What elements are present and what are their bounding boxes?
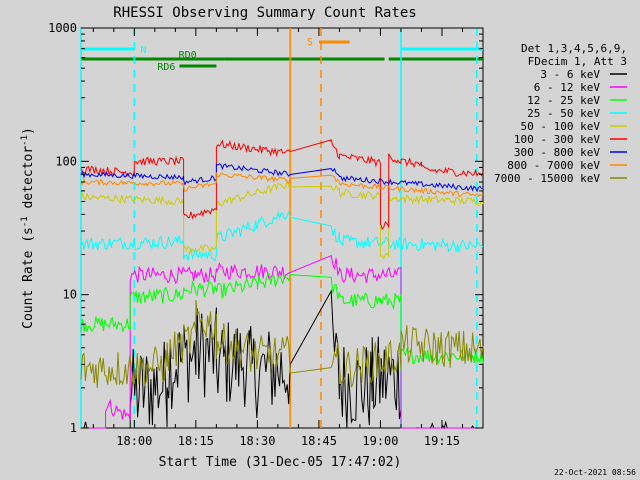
- flag-label-s: S: [307, 37, 313, 48]
- x-tick-label: 19:00: [362, 434, 398, 448]
- y-axis-label-end: ): [21, 127, 36, 135]
- series-800-7000-kev: [80, 172, 484, 198]
- legend: Det 1,3,4,5,6,9,FDecim 1, Att 33 - 6 keV…: [494, 42, 627, 185]
- y-tick-label: 1000: [48, 21, 77, 35]
- y-tick-label: 1: [70, 421, 77, 435]
- legend-header-line: FDecim 1, Att 3: [528, 55, 627, 68]
- x-tick-label: 18:15: [178, 434, 214, 448]
- y-tick-label: 100: [55, 154, 77, 168]
- legend-entry-label: 800 - 7000 keV: [507, 159, 600, 172]
- series-100-300-kev: [80, 139, 484, 231]
- legend-entry-label: 7000 - 15000 keV: [494, 172, 600, 185]
- y-axis-label-sup1: -1: [20, 216, 30, 227]
- legend-entry-label: 50 - 100 keV: [521, 120, 601, 133]
- series-300-800-kev: [80, 163, 484, 193]
- footer-timestamp: 22-Oct-2021 08:56: [554, 468, 636, 477]
- legend-entry-label: 12 - 25 keV: [527, 94, 600, 107]
- series-traces: [80, 139, 484, 430]
- x-tick-label: 18:45: [301, 434, 337, 448]
- series-6-12-kev: [81, 255, 483, 429]
- legend-entry-label: 25 - 50 keV: [527, 107, 600, 120]
- y-axis-label-mid: detector: [21, 146, 36, 217]
- flag-label-n: N: [140, 45, 146, 56]
- mode-lines: [80, 28, 478, 428]
- chart-title: RHESSI Observing Summary Count Rates: [113, 5, 416, 21]
- legend-header-line: Det 1,3,4,5,6,9,: [521, 42, 627, 55]
- legend-entry-label: 100 - 300 keV: [514, 133, 600, 146]
- x-axis-label: Start Time (31-Dec-05 17:47:02): [159, 455, 402, 470]
- legend-entry-label: 300 - 800 keV: [514, 146, 600, 159]
- legend-entry-label: 3 - 6 keV: [540, 68, 600, 81]
- y-axis-label-main: Count Rate (s: [21, 227, 36, 329]
- flag-bars: N S RD0 RD6: [81, 37, 483, 73]
- series-12-25-kev: [80, 273, 484, 365]
- axes: 1 10 100 1000 18:00 18:15 18:30 18:45 19:00 19:15: [48, 21, 484, 448]
- series-50-100-kev: [80, 178, 484, 260]
- flag-label-rd0: RD0: [179, 50, 197, 61]
- y-axis-label: Count Rate (s-1 detector-1): [20, 127, 36, 329]
- legend-entry-label: 6 - 12 keV: [534, 81, 601, 94]
- x-tick-label: 18:30: [239, 434, 275, 448]
- x-tick-label: 19:15: [424, 434, 460, 448]
- flag-label-rd6: RD6: [157, 62, 175, 73]
- series-25-50-kev: [80, 210, 484, 262]
- x-tick-label: 18:00: [116, 434, 152, 448]
- series-7000-15000-kev: [80, 299, 484, 388]
- y-tick-label: 10: [63, 288, 77, 302]
- y-axis-label-sup2: -1: [20, 135, 30, 146]
